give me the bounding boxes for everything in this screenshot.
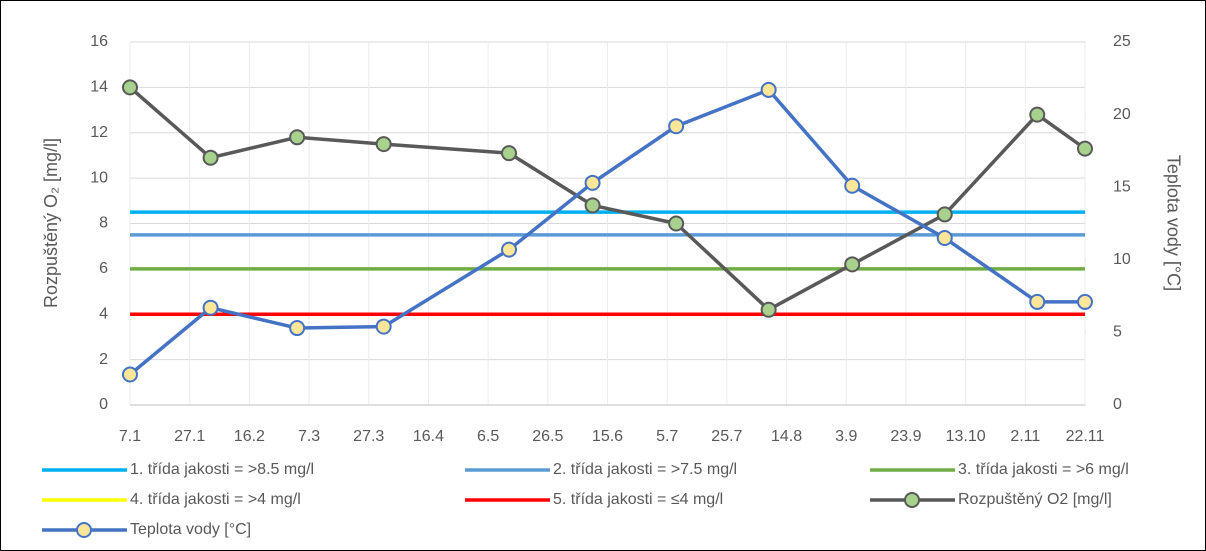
x-tick-label: 14.8 [771,428,802,445]
x-tick-label: 27.3 [353,428,384,445]
y2-tick-label: 20 [1113,106,1131,123]
marker [936,230,953,247]
x-tick-label: 16.4 [413,428,444,445]
legend-label: Teplota vody [°C] [130,521,251,538]
legend-label: 4. třída jakosti = >4 mg/l [130,491,301,508]
x-tick-label: 13.10 [946,428,986,445]
legend-label: Rozpuštěný O2 [mg/l] [958,491,1112,508]
marker [375,136,392,153]
y-tick-label: 10 [90,169,108,186]
marker [584,174,601,191]
legend-marker [904,492,920,508]
marker [202,299,219,316]
legend-label: 2. třída jakosti = >7.5 mg/l [553,461,737,478]
series-line [128,88,1085,376]
marker [289,129,306,146]
y2-tick-label: 5 [1113,324,1122,341]
legend-label: 3. třída jakosti = >6 mg/l [958,461,1129,478]
marker [584,197,601,214]
marker [1077,293,1093,310]
marker [844,256,861,273]
marker [501,241,518,258]
y2-tick-label: 0 [1113,396,1122,413]
y-tick-label: 6 [99,260,108,277]
x-tick-label: 7.3 [298,428,320,445]
marker [122,366,138,383]
y2-axis-title: Teplota vody [°C] [1163,155,1183,291]
marker [760,301,777,318]
y-tick-label: 8 [99,215,108,232]
y2-tick-label: 15 [1113,178,1131,195]
marker [375,318,392,335]
marker [760,81,777,98]
legend-marker [76,522,92,538]
x-tick-label: 3.9 [835,428,857,445]
y-tick-label: 4 [99,305,108,322]
x-tick-label: 16.2 [234,428,265,445]
x-tick-label: 25.7 [711,428,742,445]
series-line [128,86,1087,312]
x-tick-label: 2.11 [1010,428,1040,445]
marker [1029,106,1046,123]
x-tick-label: 22.11 [1066,428,1105,445]
x-tick-label: 7.1 [119,428,141,445]
y2-tick-label: 25 [1113,33,1131,50]
x-tick-label: 23.9 [890,428,921,445]
marker [501,145,518,162]
y-tick-label: 2 [99,351,108,368]
marker [202,149,219,166]
marker [844,177,861,194]
x-tick-label: 26.5 [532,428,563,445]
y-axis-title: Rozpuštěný O₂ [mg/l] [41,138,61,308]
x-tick-label: 5.7 [656,428,678,445]
y-tick-label: 16 [90,33,108,50]
marker [668,118,685,135]
marker [1077,140,1093,157]
x-tick-label: 6.5 [477,428,499,445]
marker [668,215,685,232]
marker [1029,293,1046,310]
marker [289,320,306,337]
marker [936,206,953,223]
y2-tick-label: 10 [1113,251,1131,268]
y-tick-label: 12 [90,124,108,141]
marker [122,79,138,96]
y-tick-label: 0 [99,396,108,413]
legend-label: 5. třída jakosti = ≤4 mg/l [553,491,723,508]
legend-label: 1. třída jakosti = >8.5 mg/l [130,461,314,478]
y-tick-label: 14 [90,79,108,96]
x-tick-label: 15.6 [592,428,623,445]
x-tick-label: 27.1 [174,428,205,445]
